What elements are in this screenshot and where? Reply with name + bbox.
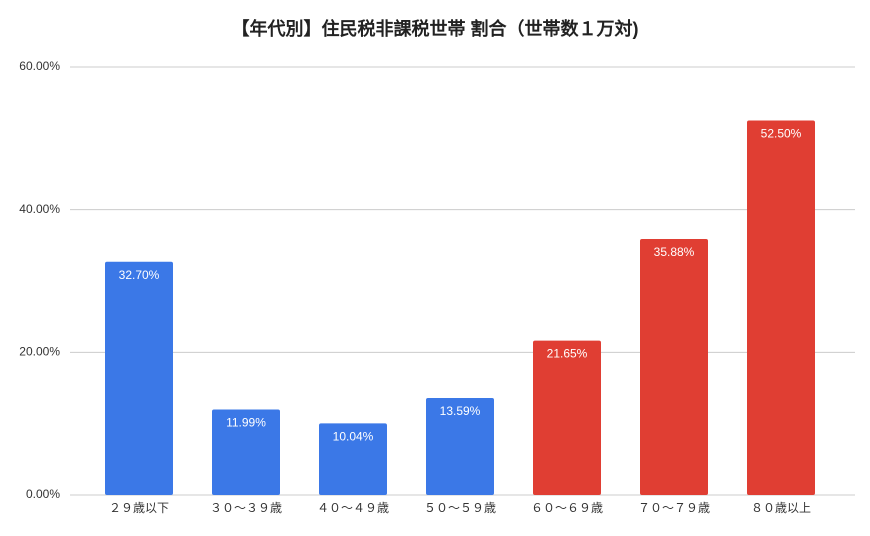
chart-title: 【年代別】住民税非課税世帯 割合（世帯数１万対) bbox=[232, 18, 639, 39]
bar bbox=[212, 409, 280, 495]
data-label: 11.99% bbox=[226, 416, 266, 430]
y-tick-label: 0.00% bbox=[26, 487, 60, 501]
y-tick-label: 40.00% bbox=[19, 202, 60, 216]
bar bbox=[105, 261, 173, 495]
data-label: 35.88% bbox=[654, 245, 695, 259]
data-label: 52.50% bbox=[761, 127, 802, 141]
x-tick-label: ７０〜７９歳 bbox=[638, 501, 710, 515]
x-tick-label: ５０〜５９歳 bbox=[424, 501, 496, 515]
data-label: 32.70% bbox=[119, 268, 160, 282]
data-label: 13.59% bbox=[440, 404, 481, 418]
data-label: 21.65% bbox=[547, 347, 588, 361]
x-tick-label: ３０〜３９歳 bbox=[210, 501, 282, 515]
x-tick-label: ２９歳以下 bbox=[109, 501, 169, 515]
bar bbox=[319, 423, 387, 495]
y-tick-label: 20.00% bbox=[19, 345, 60, 359]
y-tick-label: 60.00% bbox=[19, 59, 60, 73]
bar bbox=[533, 340, 601, 495]
data-label: 10.04% bbox=[333, 430, 374, 444]
x-tick-label: ８０歳以上 bbox=[751, 501, 811, 515]
bar bbox=[747, 120, 815, 495]
x-tick-label: ４０〜４９歳 bbox=[317, 501, 389, 515]
x-tick-label: ６０〜６９歳 bbox=[531, 501, 603, 515]
bar bbox=[426, 398, 494, 495]
bar bbox=[640, 239, 708, 495]
